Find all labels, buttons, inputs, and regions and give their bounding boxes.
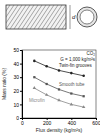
y-tick: 10	[13, 102, 22, 108]
y-tick-mark	[20, 77, 22, 78]
series-marker	[46, 83, 48, 85]
y-tick-mark	[20, 64, 22, 65]
series-marker	[82, 75, 85, 78]
x-tick: 600	[92, 118, 100, 126]
series-label: Twin-fin grooves	[59, 63, 93, 68]
fin-line	[6, 5, 22, 29]
series-marker	[45, 93, 48, 96]
x-tick-label: 600	[92, 120, 100, 126]
y-tick-label: 50	[13, 47, 19, 53]
y-axis-title: Mass ratio (%)	[1, 68, 7, 101]
y-tick-label: 10	[13, 102, 19, 108]
tube-diagram: d	[0, 5, 100, 29]
series-label: Microfin	[29, 98, 45, 103]
plot-frame	[22, 50, 96, 118]
fin-line	[6, 5, 10, 29]
cross-section-inner	[80, 10, 94, 24]
fin-line	[30, 5, 46, 29]
fin-line	[38, 5, 54, 29]
y-tick: 0	[16, 115, 22, 121]
series-marker	[58, 69, 61, 72]
series-marker	[57, 98, 60, 101]
series-marker	[45, 65, 48, 68]
series-label: Smooth tube	[59, 82, 85, 87]
x-axis-title: Flux density (kg/m²s)	[36, 127, 83, 133]
fin-line	[50, 5, 66, 29]
x-tick: 0	[21, 118, 24, 126]
annotation: G = 1,000 kg/m²s	[60, 57, 95, 62]
x-tick-label: 400	[68, 120, 77, 126]
y-tick: 30	[13, 74, 22, 80]
series-marker	[70, 92, 72, 94]
y-tick-mark	[20, 91, 22, 92]
fin-line	[14, 5, 30, 29]
fin-line	[22, 5, 38, 29]
y-tick: 20	[13, 88, 22, 94]
x-tick: 200	[43, 118, 52, 126]
x-axis-line	[23, 119, 97, 121]
x-axis: 0 200 400 600	[21, 118, 100, 126]
fin-line	[26, 5, 42, 29]
y-axis-line	[20, 51, 23, 119]
fin-line	[46, 5, 62, 29]
dimension-label: d	[72, 14, 76, 20]
fin-line	[18, 5, 34, 29]
series-marker	[33, 60, 36, 63]
series-marker	[83, 95, 85, 97]
y-axis: 0 10 20 30 40 50	[13, 47, 22, 121]
x-tick-label: 200	[43, 120, 52, 126]
fin-line	[10, 5, 26, 29]
x-tick-label: 0	[21, 120, 24, 126]
y-tick-mark	[20, 50, 22, 51]
fin-line	[58, 5, 66, 29]
y-tick: 50	[13, 47, 22, 53]
y-tick: 40	[13, 61, 22, 67]
y-tick-mark	[20, 104, 22, 105]
series-marker	[70, 72, 73, 75]
dimension-line	[70, 5, 71, 29]
series-marker	[33, 86, 36, 89]
series-marker	[82, 105, 85, 108]
x-tick: 400	[68, 118, 77, 126]
fin-line	[34, 5, 50, 29]
series-marker	[70, 102, 73, 105]
y-tick-label: 20	[13, 88, 19, 94]
fin-line	[62, 5, 66, 29]
y-tick-mark	[20, 118, 22, 119]
y-tick-label: 0	[16, 115, 19, 121]
y-tick-label: 40	[13, 61, 19, 67]
series-marker	[33, 76, 35, 78]
y-tick-label: 30	[13, 74, 19, 80]
cross-section-outer	[77, 7, 97, 27]
figure: d 0 200 400 600 0 10 20 30 40 50 Flux density (kg/m…	[0, 0, 100, 135]
tube-body	[6, 5, 66, 29]
series-marker	[58, 88, 60, 90]
fin-line	[42, 5, 58, 29]
tube-fins	[6, 5, 66, 29]
annotation: CO₂	[87, 51, 96, 56]
